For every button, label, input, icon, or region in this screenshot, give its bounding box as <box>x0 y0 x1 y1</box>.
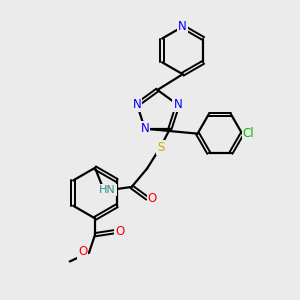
Text: N: N <box>173 98 182 111</box>
Text: S: S <box>157 141 164 154</box>
Text: O: O <box>78 244 87 258</box>
Text: N: N <box>178 20 187 33</box>
Text: O: O <box>148 192 157 205</box>
Text: N: N <box>140 122 149 135</box>
Text: O: O <box>115 225 124 238</box>
Text: Cl: Cl <box>243 127 254 140</box>
Text: N: N <box>133 98 142 111</box>
Text: HN: HN <box>99 185 116 195</box>
